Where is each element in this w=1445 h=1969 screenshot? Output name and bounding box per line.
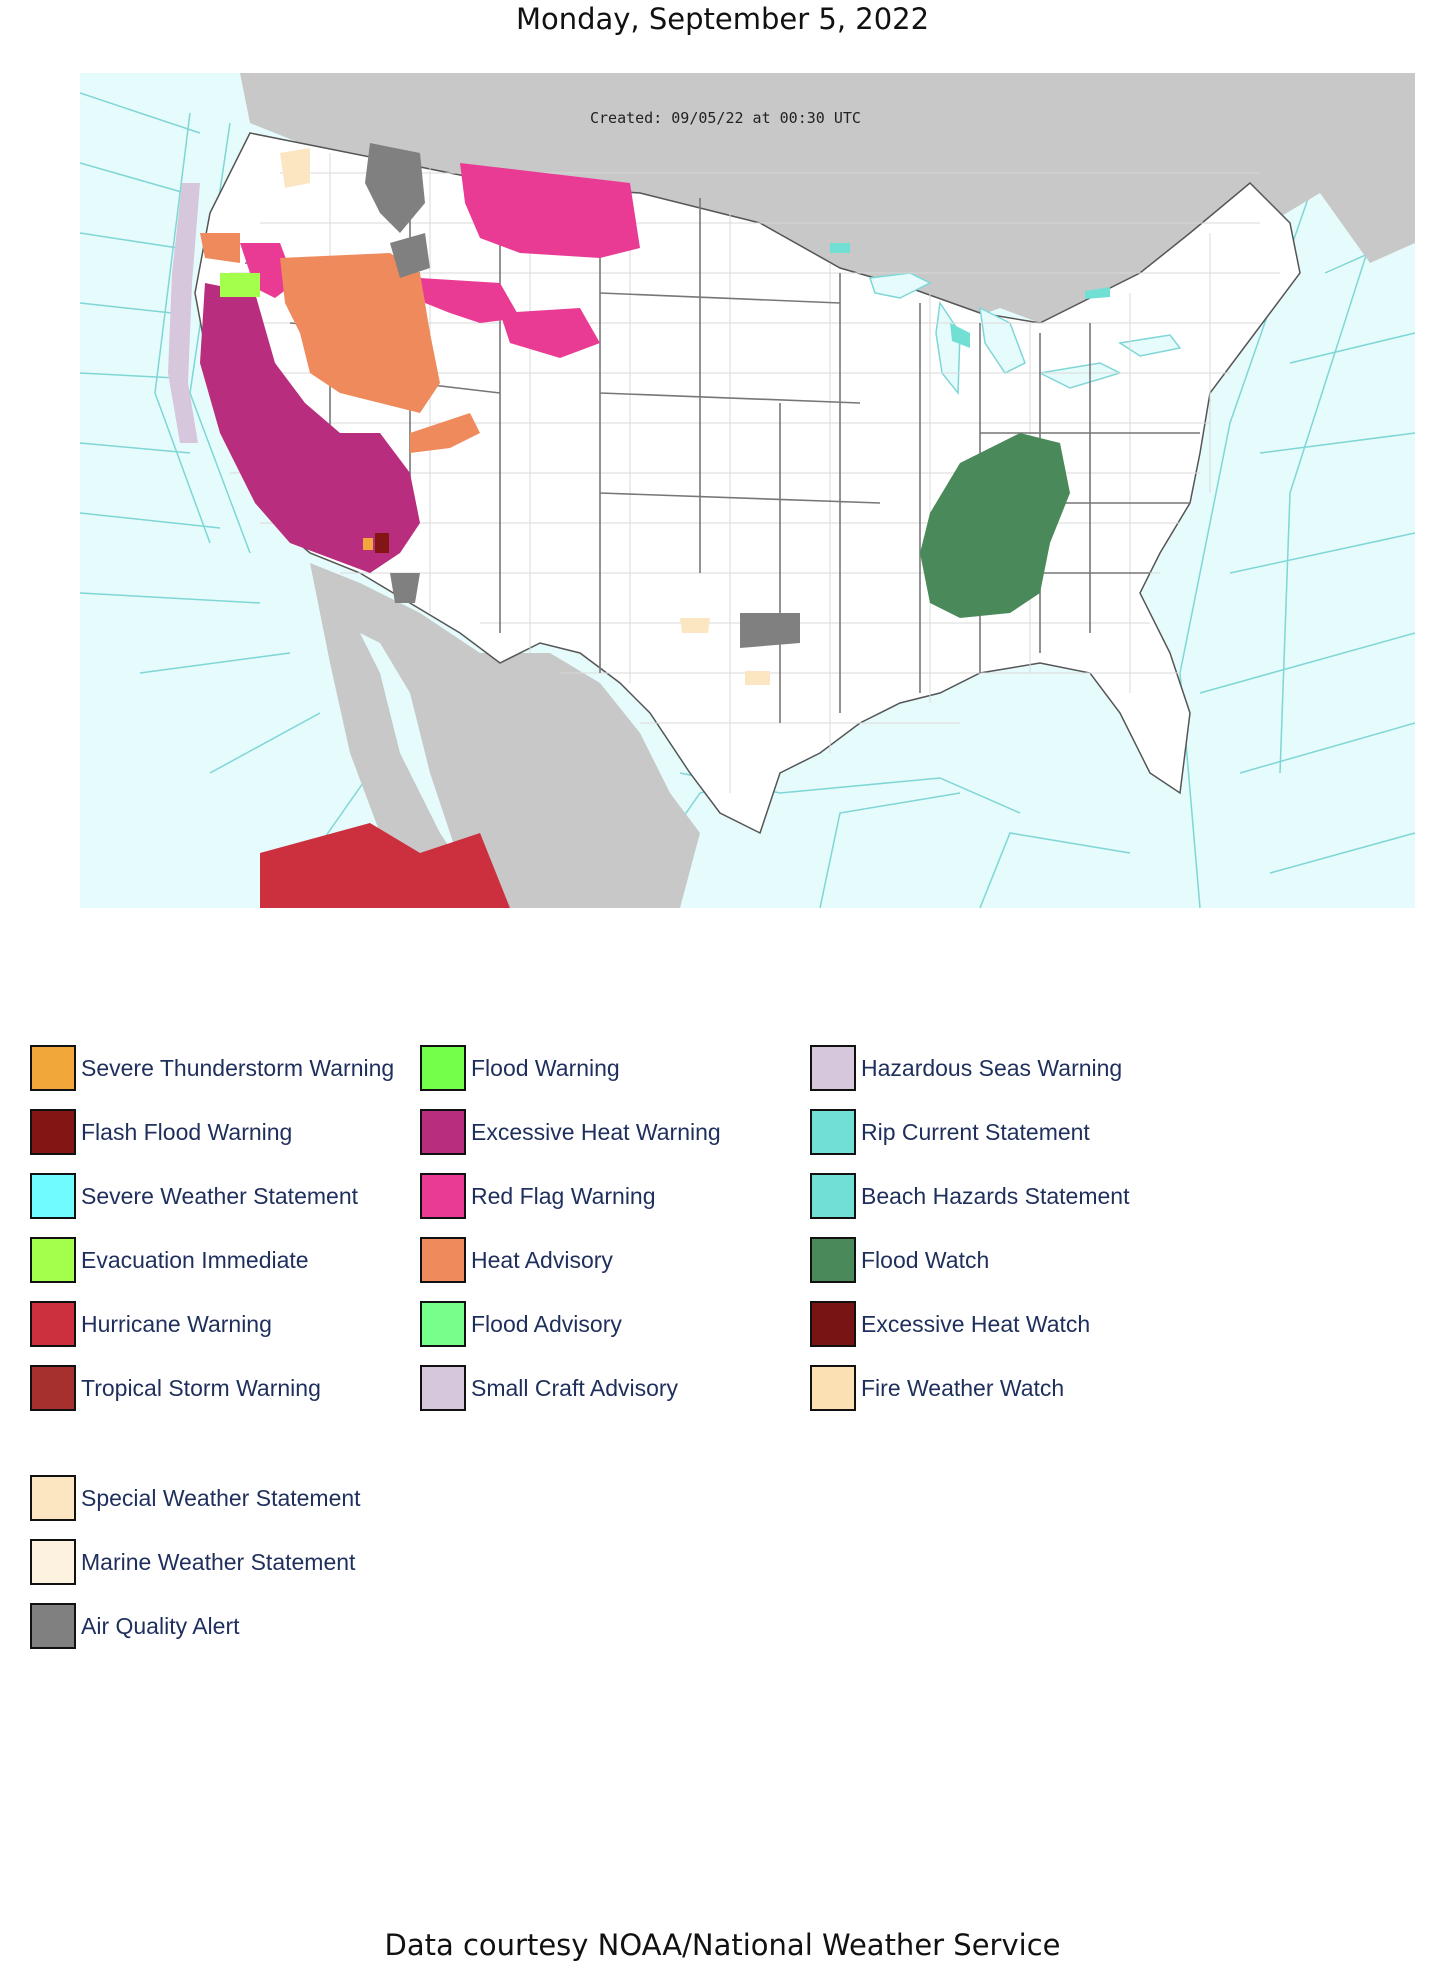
legend-item: Severe Thunderstorm Warning <box>30 1044 394 1092</box>
legend-item: Severe Weather Statement <box>30 1172 358 1220</box>
legend-label: Severe Thunderstorm Warning <box>81 1054 395 1081</box>
legend-item: Tropical Storm Warning <box>30 1364 321 1412</box>
legend-swatch <box>30 1045 76 1091</box>
flash-flood-warning-area <box>375 533 389 553</box>
legend-label: Beach Hazards Statement <box>861 1182 1130 1209</box>
legend-swatch <box>30 1173 76 1219</box>
legend-item: Special Weather Statement <box>30 1474 361 1522</box>
legend-swatch <box>810 1173 856 1219</box>
legend-swatch <box>810 1109 856 1155</box>
air-quality-alert-northwest <box>365 143 425 233</box>
page-title: Monday, September 5, 2022 <box>515 2 930 36</box>
excessive-heat-warning-area <box>200 283 420 573</box>
red-flag-warning-montana <box>460 163 640 258</box>
severe-thunderstorm-warning-area <box>363 538 373 550</box>
legend-item: Flash Flood Warning <box>30 1108 292 1156</box>
evacuation-immediate-area <box>220 273 260 297</box>
legend-label: Small Craft Advisory <box>471 1374 679 1401</box>
legend-label: Special Weather Statement <box>81 1484 361 1511</box>
legend-item: Flood Advisory <box>420 1300 622 1348</box>
legend-label: Fire Weather Watch <box>861 1374 1065 1401</box>
legend-swatch <box>810 1365 856 1411</box>
legend-swatch <box>420 1237 466 1283</box>
heat-advisory-area <box>280 253 440 413</box>
legend-item: Rip Current Statement <box>810 1108 1090 1156</box>
legend-swatch <box>420 1045 466 1091</box>
legend-label: Excessive Heat Warning <box>471 1118 721 1145</box>
legend-label: Heat Advisory <box>471 1246 613 1273</box>
legend-item: Fire Weather Watch <box>810 1364 1064 1412</box>
legend-item: Marine Weather Statement <box>30 1538 355 1586</box>
legend-item: Beach Hazards Statement <box>810 1172 1129 1220</box>
legend-swatch <box>30 1109 76 1155</box>
legend-item: Evacuation Immediate <box>30 1236 309 1284</box>
legend-swatch <box>30 1475 76 1521</box>
great-lakes <box>868 272 1182 396</box>
legend-item: Red Flag Warning <box>420 1172 656 1220</box>
legend-item: Heat Advisory <box>420 1236 613 1284</box>
legend-label: Flash Flood Warning <box>81 1118 293 1145</box>
data-credit: Data courtesy NOAA/National Weather Serv… <box>384 1928 1061 1962</box>
legend-label: Hazardous Seas Warning <box>861 1054 1123 1081</box>
mexico-landmass <box>310 563 700 908</box>
legend-item: Hazardous Seas Warning <box>810 1044 1122 1092</box>
legend-label: Flood Advisory <box>471 1310 622 1337</box>
legend-label: Evacuation Immediate <box>81 1246 309 1273</box>
legend-label: Air Quality Alert <box>81 1612 240 1639</box>
legend-item: Small Craft Advisory <box>420 1364 678 1412</box>
legend-item: Flood Watch <box>810 1236 989 1284</box>
legend-label: Marine Weather Statement <box>81 1548 356 1575</box>
legend-swatch <box>30 1301 76 1347</box>
legend-swatch <box>30 1539 76 1585</box>
legend-swatch <box>420 1173 466 1219</box>
legend-item: Air Quality Alert <box>30 1602 240 1650</box>
legend-label: Severe Weather Statement <box>81 1182 358 1209</box>
legend-swatch <box>420 1109 466 1155</box>
legend-label: Flood Watch <box>861 1246 990 1273</box>
legend-label: Hurricane Warning <box>81 1310 272 1337</box>
legend-swatch <box>810 1237 856 1283</box>
legend-swatch <box>30 1603 76 1649</box>
legend-item: Excessive Heat Watch <box>810 1300 1090 1348</box>
legend-label: Flood Warning <box>471 1054 620 1081</box>
legend-swatch <box>420 1301 466 1347</box>
legend-swatch <box>30 1365 76 1411</box>
created-timestamp: Created: 09/05/22 at 00:30 UTC <box>590 109 861 127</box>
hurricane-warning-area <box>260 823 510 908</box>
legend-item: Flood Warning <box>420 1044 620 1092</box>
canada-landmass <box>240 73 1415 323</box>
legend-swatch <box>810 1045 856 1091</box>
flood-watch-area <box>920 433 1070 618</box>
air-quality-alert-texas <box>740 613 800 648</box>
legend-label: Red Flag Warning <box>471 1182 656 1209</box>
legend-label: Tropical Storm Warning <box>81 1374 321 1401</box>
weather-alert-map: Created: 09/05/22 at 00:30 UTC <box>80 73 1415 908</box>
legend-label: Rip Current Statement <box>861 1118 1090 1145</box>
legend-swatch <box>30 1237 76 1283</box>
legend-item: Excessive Heat Warning <box>420 1108 721 1156</box>
legend-swatch <box>420 1365 466 1411</box>
legend-item: Hurricane Warning <box>30 1300 272 1348</box>
legend-swatch <box>810 1301 856 1347</box>
hazardous-seas-warning-area <box>168 183 200 443</box>
legend-label: Excessive Heat Watch <box>861 1310 1091 1337</box>
